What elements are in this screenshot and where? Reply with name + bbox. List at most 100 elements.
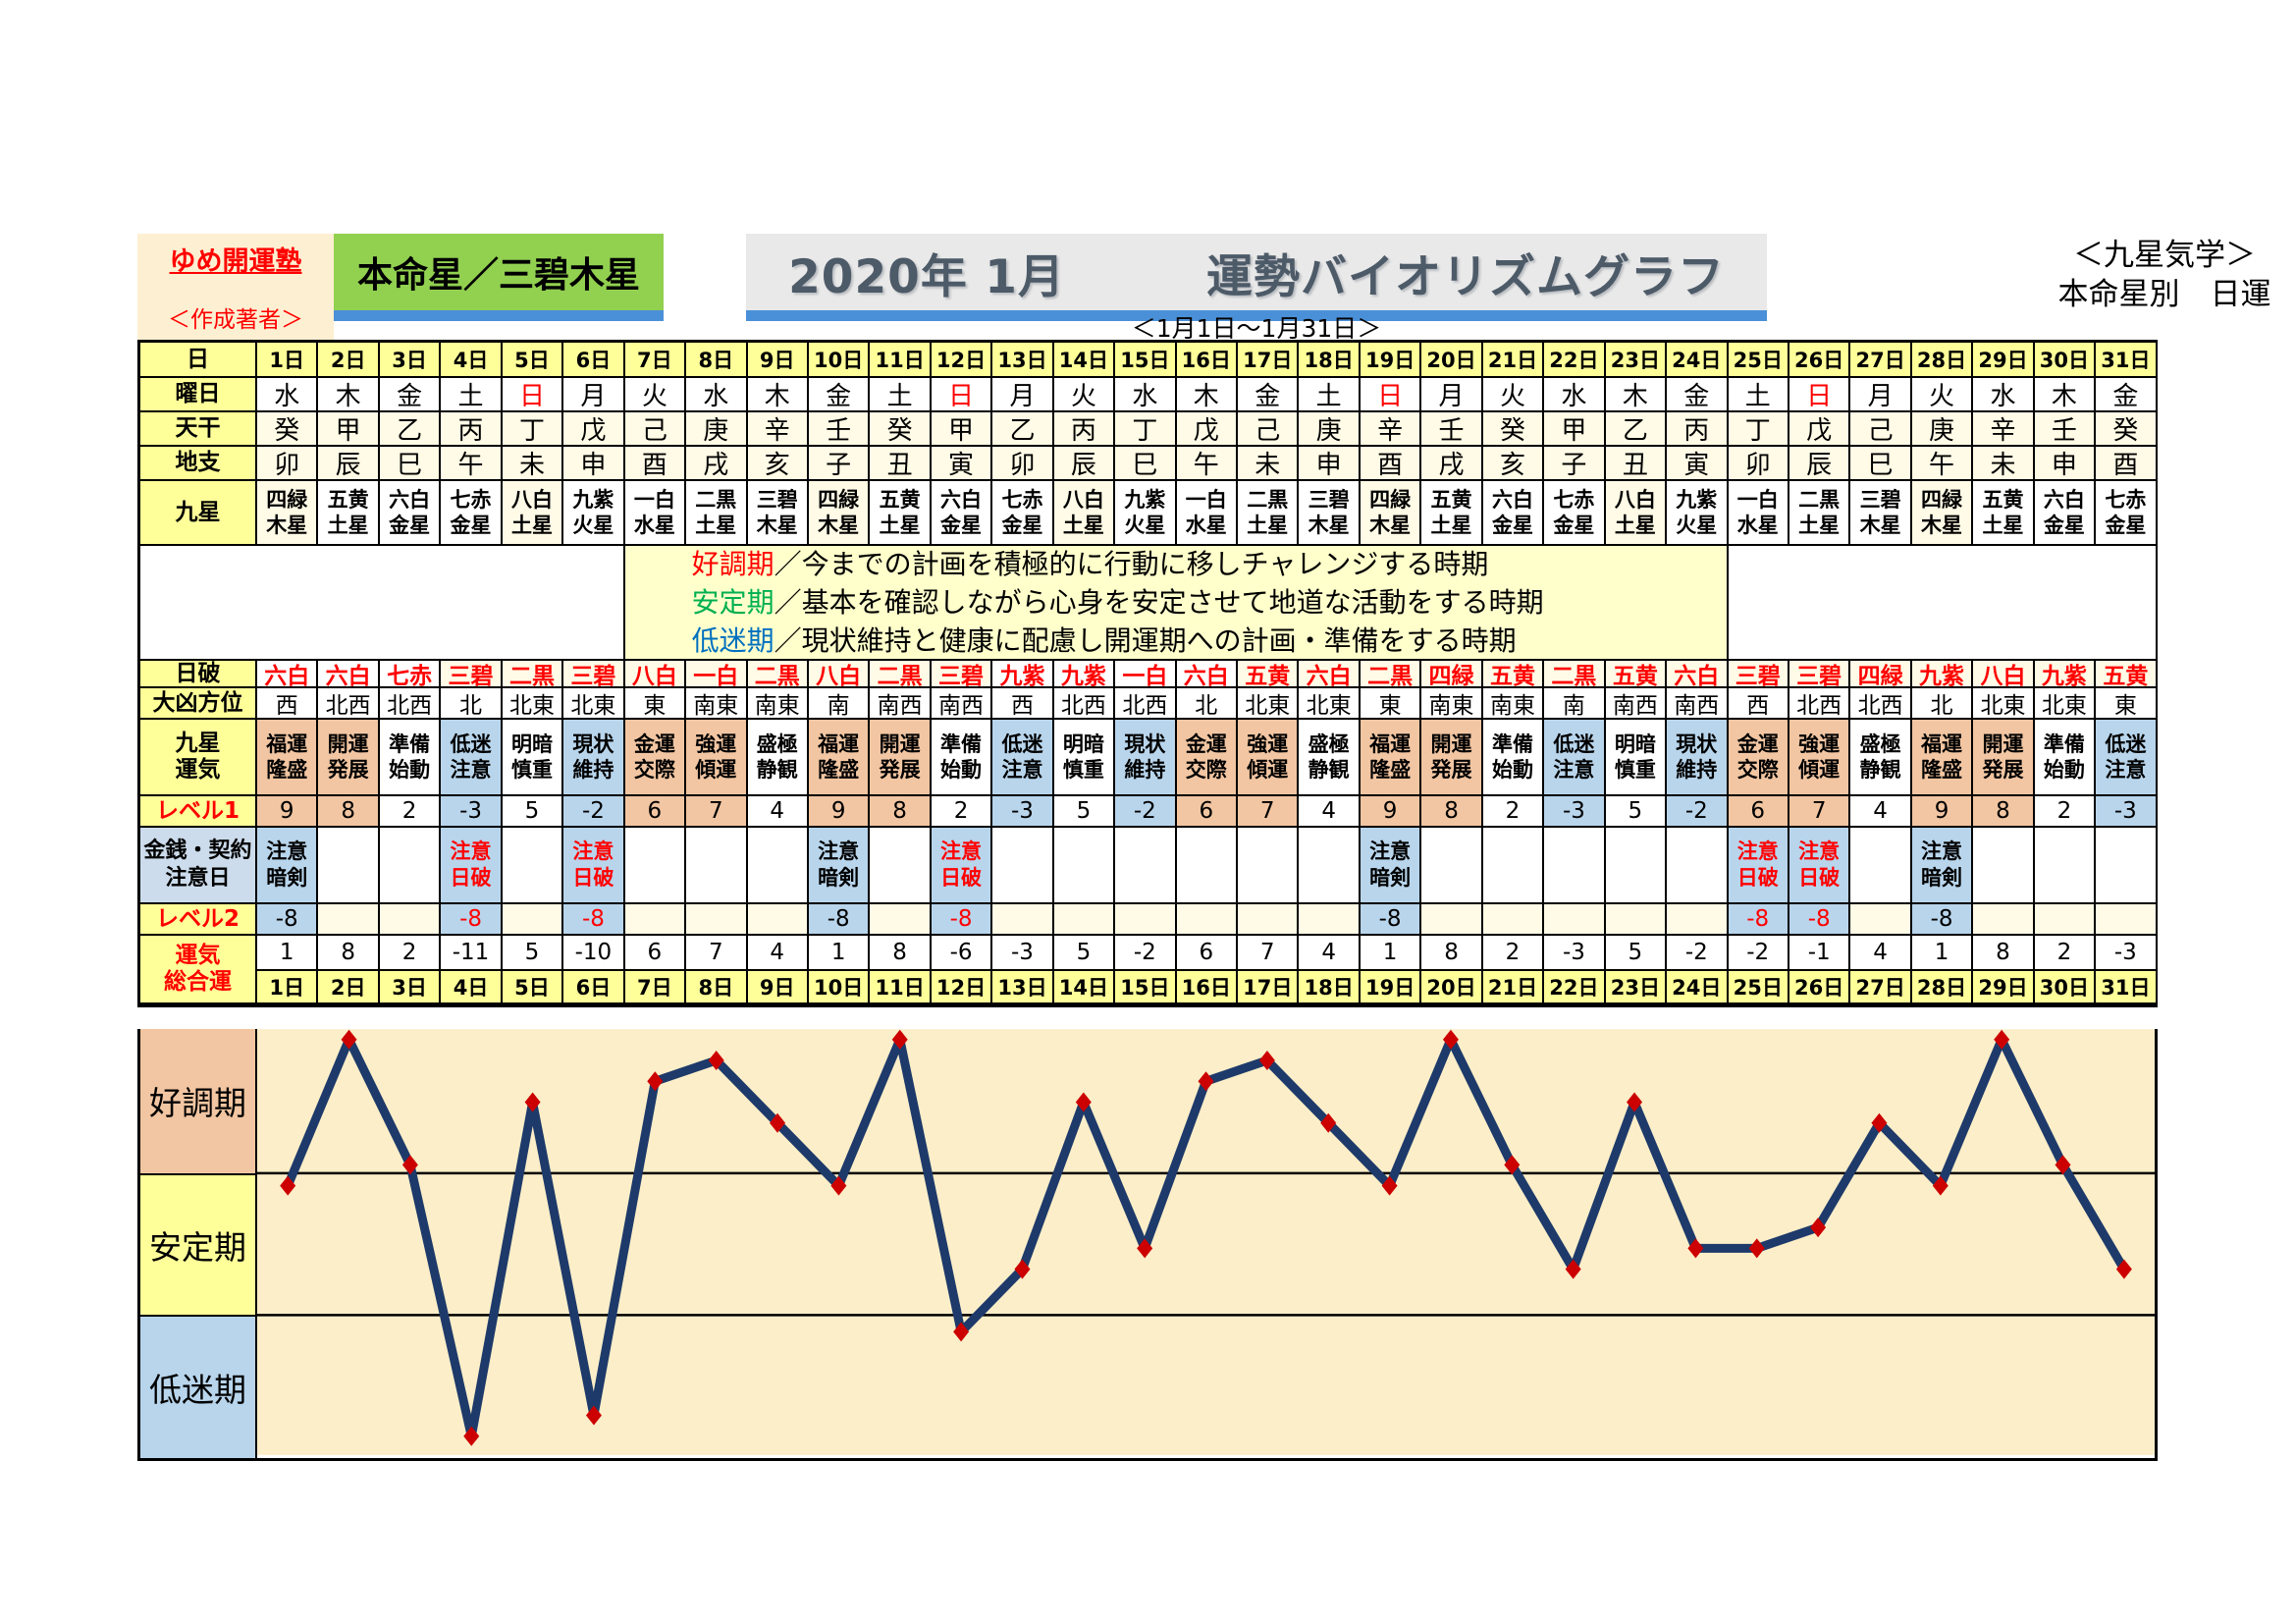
daikyou-d2: 北西 [318, 688, 380, 720]
legend-text: ／基本を確認しながら心身を安定させて地道な活動をする時期 [774, 586, 1544, 619]
sougou-day-d13: 13日 [992, 971, 1054, 1004]
chishi-d23: 丑 [1605, 447, 1668, 481]
date-range: ＜1月1日～1月31日＞ [1131, 313, 1382, 343]
day-header-d10: 10日 [808, 343, 871, 378]
data-point-d19 [1381, 1175, 1398, 1196]
level2-d15 [1115, 904, 1177, 936]
level1-d20: 8 [1421, 796, 1483, 828]
school-header: ＜九星気学＞ 本命星別 日運 [2042, 236, 2287, 314]
youbi-d25: 土 [1728, 378, 1789, 412]
youbi-d22: 水 [1544, 378, 1606, 412]
biorhythm-line-chart [256, 1029, 2155, 1455]
daikyou-d23: 南西 [1605, 688, 1668, 720]
data-point-d22 [1565, 1259, 1581, 1279]
school-name: ＜九星気学＞ [2073, 238, 2256, 273]
level1-d12: 2 [931, 796, 993, 828]
nippa-d7: 八白 [624, 661, 687, 688]
chishi-d1: 卯 [257, 447, 319, 481]
kyusei-d9: 三碧 木星 [747, 481, 809, 546]
sougou-value-d3: 2 [379, 936, 442, 971]
kyusei-d2: 五黄 土星 [318, 481, 380, 546]
day-header-d24: 24日 [1667, 343, 1729, 378]
unki-d16: 金運 交際 [1176, 720, 1238, 796]
kinsen-d3 [379, 828, 442, 904]
level2-d13 [992, 904, 1054, 936]
daikyou-d13: 西 [992, 688, 1054, 720]
day-header-d17: 17日 [1238, 343, 1300, 378]
kinsen-d10: 注意 暗剣 [808, 828, 871, 904]
daikyou-d26: 北西 [1789, 688, 1851, 720]
data-point-d16 [1198, 1071, 1214, 1092]
kinsen-d9 [747, 828, 809, 904]
brand-box: ゆめ開運塾 ＜作成著者＞ [137, 234, 334, 340]
level1-d30: 2 [2034, 796, 2097, 828]
day-header-d11: 11日 [870, 343, 932, 378]
sougou-value-d25: -2 [1728, 936, 1789, 971]
day-header-d14: 14日 [1053, 343, 1116, 378]
level1-d13: -3 [992, 796, 1054, 828]
data-point-d15 [1137, 1238, 1153, 1259]
tenkan-d13: 乙 [992, 412, 1054, 447]
legend-term: 安定期 [691, 586, 774, 619]
kyusei-d20: 五黄 土星 [1421, 481, 1483, 546]
kyusei-d14: 八白 土星 [1053, 481, 1116, 546]
kyusei-d22: 七赤 金星 [1544, 481, 1606, 546]
youbi-d3: 金 [379, 378, 442, 412]
nippa-d4: 三碧 [441, 661, 503, 688]
level1-d1: 9 [257, 796, 319, 828]
daikyou-d18: 北東 [1299, 688, 1361, 720]
youbi-d8: 水 [686, 378, 748, 412]
daikyou-d21: 南東 [1482, 688, 1545, 720]
youbi-d17: 金 [1238, 378, 1300, 412]
unki-d31: 低迷 注意 [2096, 720, 2158, 796]
daikyou-d30: 北東 [2034, 688, 2097, 720]
unki-d9: 盛極 静観 [747, 720, 809, 796]
kinsen-d24 [1667, 828, 1729, 904]
kyusei-d23: 八白 土星 [1605, 481, 1668, 546]
row-label-chishi: 地支 [140, 447, 257, 481]
daikyou-d19: 東 [1360, 688, 1422, 720]
unki-d10: 福運 隆盛 [808, 720, 871, 796]
tenkan-d31: 癸 [2096, 412, 2158, 447]
legend-line-2: 安定期／基本を確認しながら心身を安定させて地道な活動をする時期 [692, 583, 1544, 622]
youbi-d2: 木 [318, 378, 380, 412]
kyusei-d21: 六白 金星 [1482, 481, 1545, 546]
unki-d2: 開運 発展 [318, 720, 380, 796]
tenkan-d6: 戊 [563, 412, 625, 447]
day-header-d31: 31日 [2096, 343, 2158, 378]
kinsen-d16 [1176, 828, 1238, 904]
youbi-d1: 水 [257, 378, 319, 412]
day-header-d19: 19日 [1360, 343, 1422, 378]
chishi-d27: 巳 [1850, 447, 1912, 481]
youbi-d16: 木 [1176, 378, 1238, 412]
sougou-value-d31: -3 [2096, 936, 2158, 971]
daikyou-d22: 南 [1544, 688, 1606, 720]
kyusei-d1: 四緑 木星 [257, 481, 319, 546]
daikyou-d1: 西 [257, 688, 319, 720]
sougou-day-d2: 2日 [318, 971, 380, 1004]
kinsen-d2 [318, 828, 380, 904]
sougou-value-d14: 5 [1053, 936, 1116, 971]
daikyou-d27: 北西 [1850, 688, 1912, 720]
daikyou-d14: 北西 [1053, 688, 1116, 720]
sougou-value-d13: -3 [992, 936, 1054, 971]
level1-d8: 7 [686, 796, 748, 828]
chishi-d16: 午 [1176, 447, 1238, 481]
level1-d18: 4 [1299, 796, 1361, 828]
data-point-d27 [1871, 1112, 1888, 1133]
level2-d14 [1053, 904, 1116, 936]
level2-d11 [870, 904, 932, 936]
sougou-day-d1: 1日 [257, 971, 319, 1004]
level1-d21: 2 [1482, 796, 1545, 828]
day-header-d25: 25日 [1728, 343, 1789, 378]
day-header-d13: 13日 [992, 343, 1054, 378]
day-header-d23: 23日 [1605, 343, 1668, 378]
sougou-value-d29: 8 [1973, 936, 2035, 971]
level1-d3: 2 [379, 796, 442, 828]
level2-d23 [1605, 904, 1668, 936]
level1-d9: 4 [747, 796, 809, 828]
nippa-d13: 九紫 [992, 661, 1054, 688]
nippa-d2: 六白 [318, 661, 380, 688]
sougou-day-d20: 20日 [1421, 971, 1483, 1004]
sougou-value-d21: 2 [1482, 936, 1545, 971]
